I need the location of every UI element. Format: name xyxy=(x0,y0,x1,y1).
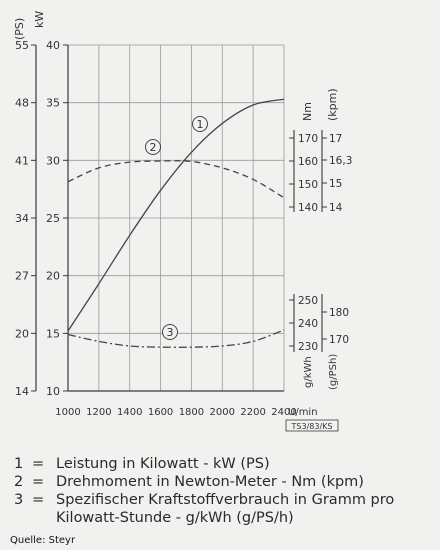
consumption-gpsh-unit: (g/PSh) xyxy=(328,354,339,390)
x-tick-label: 2200 xyxy=(240,407,265,418)
ps-tick-label: 14 xyxy=(15,385,29,398)
x-axis-unit: U/min xyxy=(288,407,318,418)
torque-kpm-tick-label: 16,3 xyxy=(329,155,352,167)
x-tick-label: 1000 xyxy=(55,407,80,418)
torque-curve xyxy=(67,160,285,199)
legend-text: Leistung in Kilowatt - kW (PS) xyxy=(56,456,270,472)
ps-tick-label: 41 xyxy=(15,154,29,167)
legend-equals: = xyxy=(32,474,45,490)
consumption-gkwh-tick-label: 240 xyxy=(298,318,318,330)
consumption-gkwh-unit: g/kWh xyxy=(303,356,314,388)
x-tick-label: 1400 xyxy=(117,407,142,418)
legend: 1 = Leistung in Kilowatt - kW (PS) 2 = D… xyxy=(14,455,434,527)
curve-marker-1 xyxy=(192,116,208,132)
legend-number: 3 xyxy=(14,492,24,508)
torque-nm-tick-label: 140 xyxy=(298,202,318,214)
curve-marker-label: 3 xyxy=(167,326,174,339)
torque-kpm-unit: (kpm) xyxy=(326,88,339,121)
legend-number: 1 xyxy=(14,456,24,472)
legend-text: Spezifischer Kraftstoffverbrauch in Gram… xyxy=(56,492,395,508)
torque-nm-tick-label: 150 xyxy=(298,179,318,191)
curve-marker-label: 2 xyxy=(150,141,157,154)
consumption-gkwh-tick-label: 230 xyxy=(298,341,318,353)
kw-tick-label: 30 xyxy=(46,154,60,167)
legend-item-3: 3 = Spezifischer Kraftstoffverbrauch in … xyxy=(14,491,434,509)
curve-marker-label: 1 xyxy=(197,118,204,131)
torque-nm-unit: Nm xyxy=(301,102,314,121)
torque-kpm-tick-label: 15 xyxy=(329,178,342,190)
chart-code-box xyxy=(285,419,339,432)
kw-tick-label: 40 xyxy=(46,39,60,52)
ps-tick-label: 55 xyxy=(15,39,29,52)
legend-equals: = xyxy=(32,492,45,508)
consumption-gkwh-tick-label: 250 xyxy=(298,295,318,307)
ps-tick-label: 27 xyxy=(15,270,29,283)
ps-tick-label: 20 xyxy=(15,327,29,340)
x-tick-label: 1600 xyxy=(148,407,173,418)
kw-tick-label: 15 xyxy=(46,327,60,340)
legend-number: 2 xyxy=(14,474,24,490)
consumption-curve xyxy=(67,329,285,348)
ps-tick-label: 34 xyxy=(15,212,29,225)
kw-tick-label: 35 xyxy=(46,97,60,110)
chart-code: TS3/83/KS xyxy=(291,422,333,431)
curve-marker-3 xyxy=(162,324,178,340)
ps-tick-label: 48 xyxy=(15,97,29,110)
x-tick-label: 1200 xyxy=(86,407,111,418)
x-tick-label: 1800 xyxy=(179,407,204,418)
kw-axis-unit: kW xyxy=(33,11,46,28)
consumption-gpsh-tick-label: 180 xyxy=(329,307,349,319)
kw-tick-label: 20 xyxy=(46,270,60,283)
consumption-gpsh-tick-label: 170 xyxy=(329,334,349,346)
source-note: Quelle: Steyr xyxy=(10,535,76,546)
power-curve xyxy=(67,98,285,332)
curve-marker-2 xyxy=(145,139,161,155)
torque-kpm-tick-label: 14 xyxy=(329,202,343,214)
torque-nm-tick-label: 170 xyxy=(298,133,318,145)
legend-equals: = xyxy=(32,456,45,472)
legend-item-1: 1 = Leistung in Kilowatt - kW (PS) xyxy=(14,455,434,473)
ps-axis-unit: (PS) xyxy=(13,18,26,40)
legend-item-2: 2 = Drehmoment in Newton-Meter - Nm (kpm… xyxy=(14,473,434,491)
torque-kpm-tick-label: 17 xyxy=(329,133,342,145)
legend-text: Drehmoment in Newton-Meter - Nm (kpm) xyxy=(56,474,364,490)
kw-tick-label: 25 xyxy=(46,212,60,225)
x-tick-label: 2400 xyxy=(271,407,296,418)
legend-item-3-continuation: Kilowatt-Stunde - g/kWh (g/PS/h) xyxy=(56,510,294,526)
torque-nm-tick-label: 160 xyxy=(298,156,318,168)
kw-tick-label: 10 xyxy=(46,385,60,398)
x-tick-label: 2000 xyxy=(210,407,235,418)
